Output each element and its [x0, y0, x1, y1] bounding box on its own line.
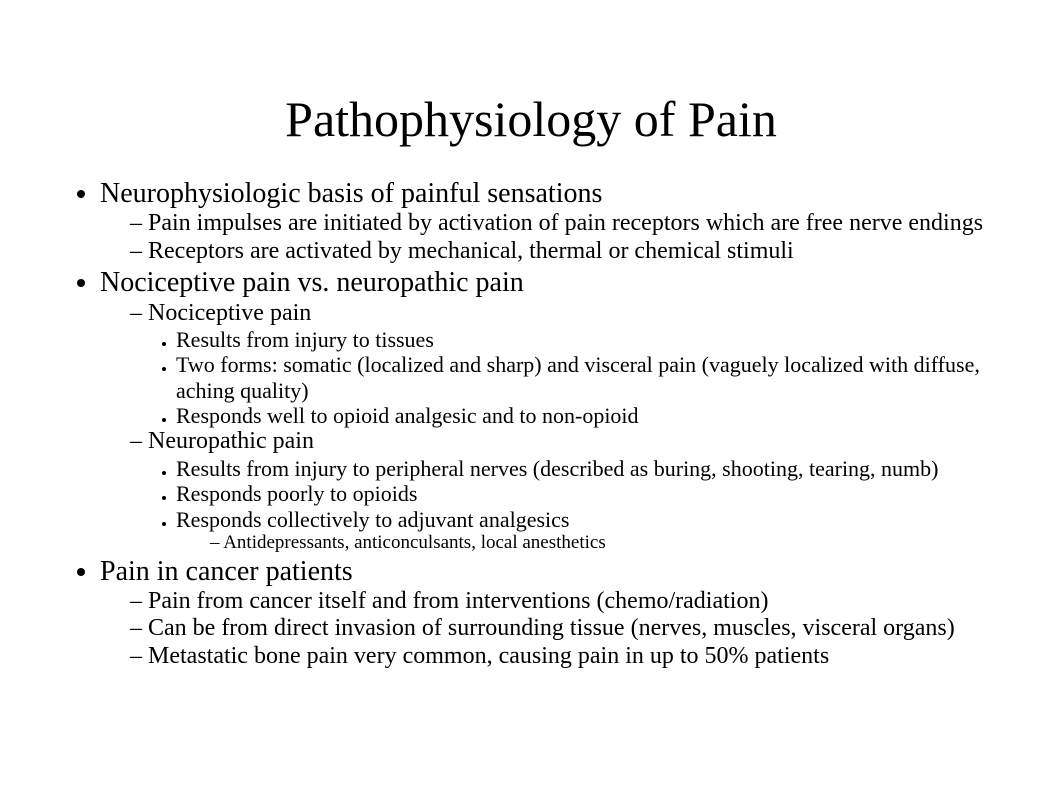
bullet-2-sub-2-text: Neuropathic pain — [148, 428, 314, 454]
bullet-2-sub-2-t3-text: Responds collectively to adjuvant analge… — [176, 507, 569, 532]
bullet-2-text: Nociceptive pain vs. neuropathic pain — [100, 267, 524, 298]
bullet-1: Neurophysiologic basis of painful sensat… — [100, 178, 1002, 265]
bullet-3-sub-1: Pain from cancer itself and from interve… — [130, 588, 1002, 616]
bullet-1-sublist: Pain impulses are initiated by activatio… — [100, 210, 1002, 265]
bullet-2-sub-1-t3: Responds well to opioid analgesic and to… — [176, 403, 1002, 428]
bullet-3-text: Pain in cancer patients — [100, 556, 353, 587]
slide-title: Pathophysiology of Pain — [60, 90, 1002, 148]
bullet-2: Nociceptive pain vs. neuropathic pain No… — [100, 267, 1002, 553]
bullet-2-sub-2: Neuropathic pain Results from injury to … — [130, 428, 1002, 553]
bullet-2-sub-1-t2: Two forms: somatic (localized and sharp)… — [176, 352, 1002, 403]
bullet-2-sub-1-sublist: Results from injury to tissues Two forms… — [130, 327, 1002, 428]
bullet-2-sub-2-sublist: Results from injury to peripheral nerves… — [130, 456, 1002, 554]
bullet-2-sub-2-t3-sublist: Antidepressants, anticonculsants, local … — [176, 532, 1002, 554]
bullet-1-sub-1: Pain impulses are initiated by activatio… — [130, 210, 1002, 238]
bullet-2-sub-2-t3-q1: Antidepressants, anticonculsants, local … — [210, 532, 1002, 554]
bullet-1-sub-2: Receptors are activated by mechanical, t… — [130, 238, 1002, 266]
bullet-list: Neurophysiologic basis of painful sensat… — [60, 178, 1002, 671]
bullet-2-sub-1-t1: Results from injury to tissues — [176, 327, 1002, 352]
slide: Pathophysiology of Pain Neurophysiologic… — [0, 0, 1062, 797]
bullet-3-sub-3: Metastatic bone pain very common, causin… — [130, 643, 1002, 671]
bullet-2-sub-1-text: Nociceptive pain — [148, 300, 311, 326]
bullet-2-sub-2-t3: Responds collectively to adjuvant analge… — [176, 507, 1002, 554]
bullet-3-sub-2: Can be from direct invasion of surroundi… — [130, 615, 1002, 643]
bullet-2-sub-2-t1: Results from injury to peripheral nerves… — [176, 456, 1002, 481]
bullet-2-sub-2-t2: Responds poorly to opioids — [176, 481, 1002, 506]
bullet-2-sub-1: Nociceptive pain Results from injury to … — [130, 300, 1002, 429]
bullet-3: Pain in cancer patients Pain from cancer… — [100, 556, 1002, 671]
bullet-1-text: Neurophysiologic basis of painful sensat… — [100, 178, 602, 209]
bullet-2-sublist: Nociceptive pain Results from injury to … — [100, 300, 1002, 554]
bullet-3-sublist: Pain from cancer itself and from interve… — [100, 588, 1002, 671]
